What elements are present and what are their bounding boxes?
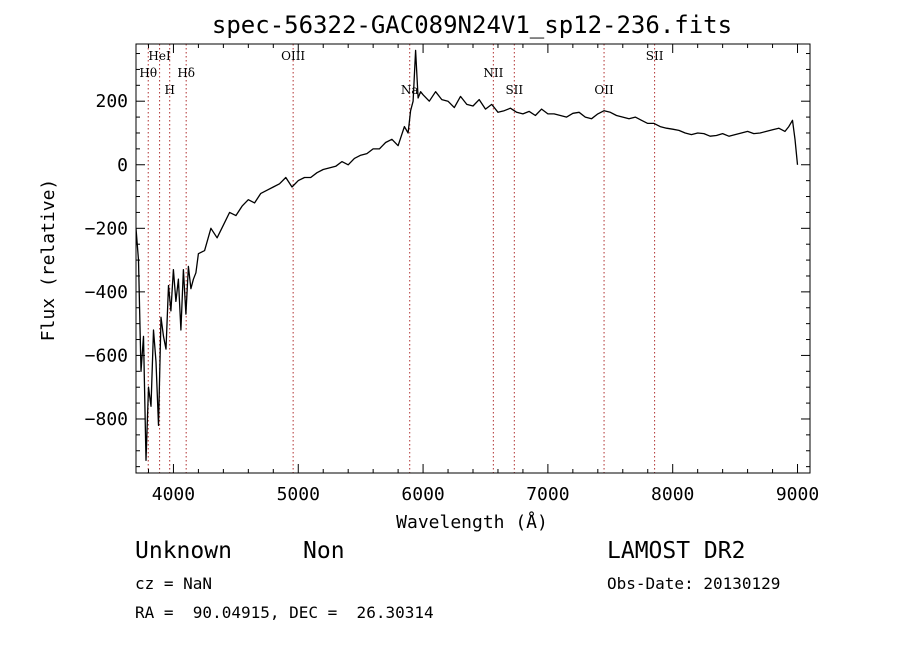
x-tick-label: 9000	[776, 484, 819, 505]
spectral-line-label: OII	[594, 83, 614, 97]
survey-name: LAMOST DR2	[607, 538, 746, 564]
object-class: Unknown	[135, 538, 232, 564]
x-tick-label: 6000	[401, 484, 444, 505]
x-tick-label: 7000	[526, 484, 569, 505]
spectral-line-label: HeI	[148, 49, 171, 63]
x-tick-label: 4000	[152, 484, 195, 505]
y-axis: −800 −600 −400 −200 0 200	[85, 53, 810, 468]
spectral-line-label: SII	[646, 49, 664, 63]
spectral-line-label: NII	[483, 66, 503, 80]
y-tick-label: −200	[85, 218, 128, 239]
coordinates: RA = 90.04915, DEC = 26.30314	[135, 603, 434, 622]
y-tick-label: 0	[117, 155, 128, 176]
y-tick-label: 200	[95, 91, 128, 112]
spectral-line-label: H	[164, 83, 174, 97]
y-tick-label: −600	[85, 345, 128, 366]
spectral-line-label: SII	[505, 83, 523, 97]
spectral-line-label: OIII	[281, 49, 305, 63]
spectral-line-label: Hθ	[139, 66, 157, 80]
redshift-cz: cz = NaN	[135, 574, 213, 593]
spectral-line-label: Hδ	[177, 66, 195, 80]
spectrum-series	[136, 49, 799, 461]
x-tick-label: 8000	[651, 484, 694, 505]
chart-title: spec-56322-GAC089N24V1_sp12-236.fits	[212, 11, 732, 39]
y-tick-label: −400	[85, 282, 128, 303]
y-axis-label: Flux (relative)	[38, 179, 59, 342]
y-tick-label: −800	[85, 409, 128, 430]
x-axis-label: Wavelength (Å)	[396, 511, 548, 533]
plot-frame	[135, 43, 811, 474]
object-subclass: Non	[303, 538, 345, 564]
x-axis: 4000 5000 6000 7000 8000 9000	[147, 44, 819, 505]
observation-date: Obs-Date: 20130129	[607, 574, 781, 593]
x-tick-label: 5000	[277, 484, 320, 505]
spectral-line-label: Na	[401, 83, 419, 97]
spectrum-line	[136, 49, 799, 461]
